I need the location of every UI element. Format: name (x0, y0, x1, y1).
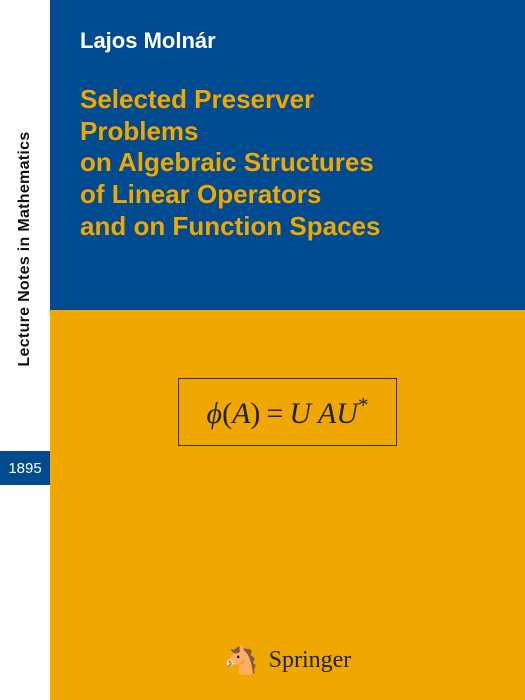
title-line-3: on Algebraic Structures (80, 147, 374, 177)
volume-number: 1895 (8, 460, 41, 477)
formula-rparen: ) (250, 397, 260, 430)
title-line-5: and on Function Spaces (80, 211, 380, 241)
formula-lparen: ( (222, 397, 232, 430)
bottom-band: ϕ(A)=U AU* 🐴 Springer (50, 310, 525, 700)
top-band: Lajos Molnár Selected Preserver Problems… (50, 0, 525, 310)
title-line-2: Problems (80, 116, 199, 146)
formula-U1: U (289, 397, 311, 430)
volume-number-box: 1895 (0, 451, 50, 485)
book-title: Selected Preserver Problems on Algebraic… (80, 84, 495, 243)
series-label: Lecture Notes in Mathematics (16, 131, 34, 366)
main-panel: Lajos Molnár Selected Preserver Problems… (50, 0, 525, 700)
formula-U2: U (336, 397, 358, 430)
formula: ϕ(A)=U AU* (207, 397, 369, 430)
publisher-block: 🐴 Springer (224, 646, 352, 674)
springer-horse-icon: 🐴 (224, 646, 259, 674)
formula-star: * (358, 393, 369, 417)
title-line-1: Selected Preserver (80, 84, 314, 114)
book-cover: Lecture Notes in Mathematics 1895 Lajos … (0, 0, 525, 700)
formula-A1: A (232, 397, 250, 430)
spine-strip: Lecture Notes in Mathematics 1895 (0, 0, 50, 700)
formula-A2: A (318, 397, 336, 430)
formula-eq: = (260, 397, 289, 430)
author-name: Lajos Molnár (80, 28, 495, 54)
formula-phi: ϕ (207, 397, 223, 430)
publisher-name: Springer (269, 647, 352, 674)
title-line-4: of Linear Operators (80, 179, 321, 209)
formula-box: ϕ(A)=U AU* (178, 378, 398, 446)
